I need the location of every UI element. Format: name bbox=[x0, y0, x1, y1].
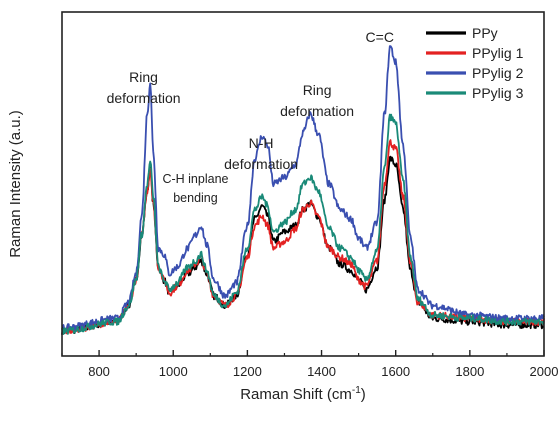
x-tick-label: 1000 bbox=[159, 364, 188, 379]
series-line-ppylig-2 bbox=[61, 45, 545, 332]
annotation-ch-line-1: bending bbox=[173, 191, 218, 205]
series-line-ppylig-1 bbox=[61, 139, 545, 335]
x-tick-label: 1800 bbox=[455, 364, 484, 379]
annotation-cc-line-0: C=C bbox=[366, 29, 394, 45]
legend-label: PPylig 1 bbox=[472, 45, 524, 61]
annotation-ring2-line-0: Ring bbox=[303, 82, 332, 98]
series-layer bbox=[61, 45, 545, 335]
plot-area: 800 1000 1200 1400 1600 1800 2000 bbox=[61, 11, 558, 379]
y-axis-title: Raman Intensity (a.u.) bbox=[7, 110, 24, 258]
annotation-ring1-line-0: Ring bbox=[129, 69, 158, 85]
x-axis-title: Raman Shift (cm-1) bbox=[240, 385, 366, 403]
x-axis-title-suffix: ) bbox=[361, 386, 366, 403]
annotation-ring2-line-1: deformation bbox=[280, 103, 354, 119]
legend: PPy PPylig 1 PPylig 2 PPylig 3 bbox=[426, 25, 524, 101]
plot-frame bbox=[61, 11, 545, 357]
x-tick-label: 1600 bbox=[381, 364, 410, 379]
x-tick-label: 2000 bbox=[530, 364, 558, 379]
legend-label: PPylig 2 bbox=[472, 65, 524, 81]
x-axis-title-superscript: -1 bbox=[352, 385, 361, 396]
legend-label: PPy bbox=[472, 25, 498, 41]
annotation-nh-line-1: deformation bbox=[224, 156, 298, 172]
series-line-ppylig-3 bbox=[61, 113, 545, 335]
annotation-ch-line-0: C-H inplane bbox=[162, 172, 228, 186]
annotation-nh-line-0: N-H bbox=[249, 135, 274, 151]
legend-label: PPylig 3 bbox=[472, 85, 524, 101]
annotation-ring1-line-1: deformation bbox=[107, 90, 181, 106]
x-tick-label: 1200 bbox=[233, 364, 262, 379]
x-ticks: 800 1000 1200 1400 1600 1800 2000 bbox=[61, 350, 558, 379]
x-tick-label: 800 bbox=[88, 364, 110, 379]
x-tick-label: 1400 bbox=[307, 364, 336, 379]
